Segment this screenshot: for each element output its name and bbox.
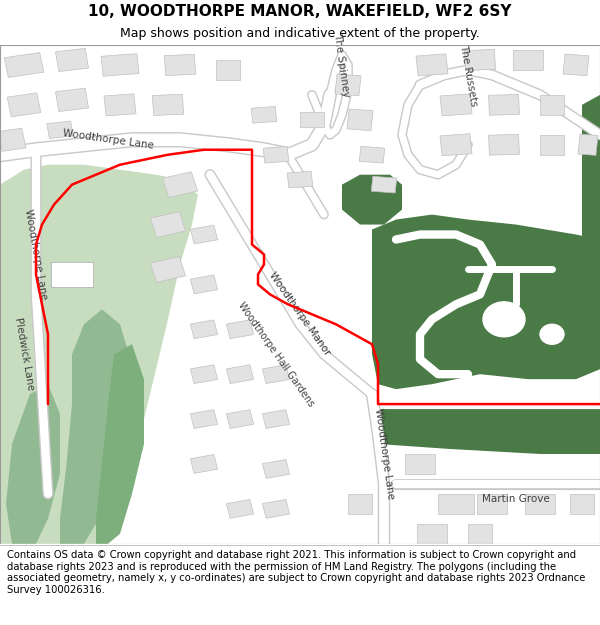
Bar bbox=[570, 494, 594, 514]
Bar bbox=[540, 95, 564, 115]
Bar bbox=[563, 54, 589, 76]
Text: The Russets: The Russets bbox=[458, 43, 478, 107]
Bar bbox=[216, 60, 240, 80]
Polygon shape bbox=[342, 174, 402, 224]
Polygon shape bbox=[378, 409, 600, 454]
Bar bbox=[335, 74, 361, 96]
Bar bbox=[477, 494, 507, 514]
Bar bbox=[0, 128, 26, 151]
Text: Woodthorpe Manor: Woodthorpe Manor bbox=[268, 271, 332, 358]
Bar bbox=[417, 524, 447, 544]
Bar bbox=[348, 494, 372, 514]
Polygon shape bbox=[6, 384, 60, 544]
Bar bbox=[513, 50, 543, 70]
Bar bbox=[47, 121, 73, 139]
Bar bbox=[104, 94, 136, 116]
Bar bbox=[190, 275, 218, 294]
Bar bbox=[578, 134, 598, 156]
Bar bbox=[488, 94, 520, 115]
Polygon shape bbox=[60, 309, 132, 544]
Bar bbox=[525, 494, 555, 514]
Text: The Spinney: The Spinney bbox=[332, 32, 352, 98]
Bar bbox=[347, 109, 373, 131]
Text: Map shows position and indicative extent of the property.: Map shows position and indicative extent… bbox=[120, 28, 480, 40]
Circle shape bbox=[483, 302, 525, 337]
Bar bbox=[468, 524, 492, 544]
Bar bbox=[300, 112, 324, 128]
Bar bbox=[262, 499, 290, 518]
Bar bbox=[359, 146, 385, 163]
Bar bbox=[440, 94, 472, 116]
Bar bbox=[163, 172, 197, 198]
Bar bbox=[488, 134, 520, 155]
Bar bbox=[262, 409, 290, 429]
Bar bbox=[55, 88, 89, 111]
Bar bbox=[151, 212, 185, 238]
Bar bbox=[226, 409, 254, 429]
Bar bbox=[152, 94, 184, 116]
Polygon shape bbox=[0, 165, 198, 544]
Text: 10, WOODTHORPE MANOR, WAKEFIELD, WF2 6SY: 10, WOODTHORPE MANOR, WAKEFIELD, WF2 6SY bbox=[88, 4, 512, 19]
Bar bbox=[262, 459, 290, 478]
Bar bbox=[226, 320, 254, 339]
Polygon shape bbox=[582, 95, 600, 254]
Bar bbox=[226, 499, 254, 518]
Bar bbox=[190, 454, 218, 473]
Bar bbox=[151, 257, 185, 282]
Text: Woodthorpe Lane: Woodthorpe Lane bbox=[373, 408, 395, 500]
Bar bbox=[190, 320, 218, 339]
Bar bbox=[263, 146, 289, 163]
Bar bbox=[164, 54, 196, 76]
Bar bbox=[464, 49, 496, 71]
Bar bbox=[371, 176, 397, 193]
Text: Pledwick Lane: Pledwick Lane bbox=[13, 317, 35, 391]
Bar bbox=[251, 106, 277, 123]
Text: Martin Grove: Martin Grove bbox=[482, 494, 550, 504]
Bar bbox=[7, 93, 41, 117]
Polygon shape bbox=[372, 214, 600, 389]
Bar bbox=[540, 135, 564, 155]
Bar bbox=[190, 365, 218, 384]
Text: Woodthorpe Hall Gardens: Woodthorpe Hall Gardens bbox=[236, 300, 316, 408]
Text: Woodthorpe Lane: Woodthorpe Lane bbox=[23, 208, 49, 301]
Bar bbox=[4, 52, 44, 78]
Bar bbox=[262, 365, 290, 384]
Polygon shape bbox=[96, 344, 144, 544]
Bar bbox=[55, 48, 89, 72]
Bar bbox=[287, 171, 313, 188]
Text: Woodthorpe Lane: Woodthorpe Lane bbox=[62, 128, 154, 151]
Circle shape bbox=[540, 324, 564, 344]
Bar bbox=[405, 454, 435, 474]
Bar bbox=[416, 54, 448, 76]
Bar bbox=[190, 409, 218, 429]
Text: Contains OS data © Crown copyright and database right 2021. This information is : Contains OS data © Crown copyright and d… bbox=[7, 550, 586, 595]
Bar bbox=[226, 365, 254, 384]
Bar bbox=[438, 494, 474, 514]
Bar bbox=[190, 225, 218, 244]
Bar bbox=[440, 134, 472, 156]
Bar bbox=[51, 262, 93, 287]
Bar bbox=[101, 54, 139, 76]
